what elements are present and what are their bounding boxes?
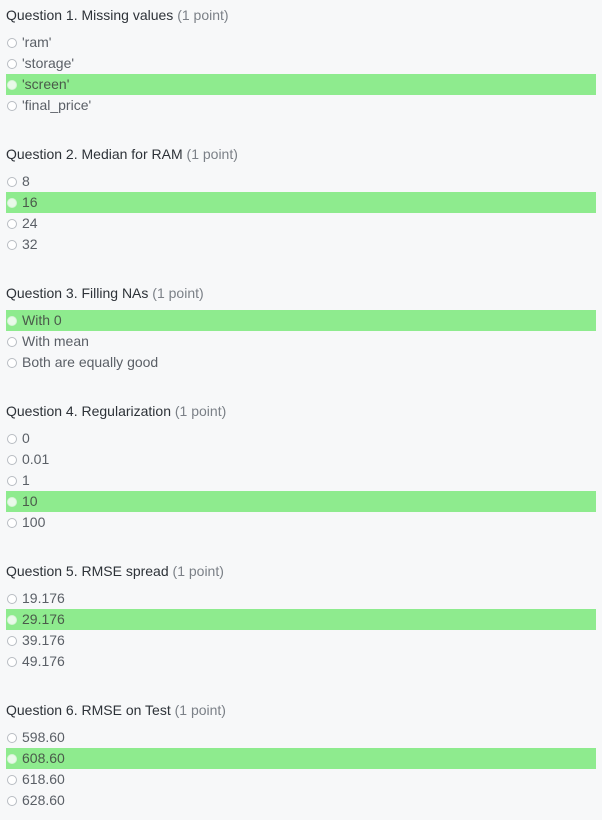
option-both-equally-good[interactable]: Both are equally good (6, 352, 596, 373)
option-label: 0 (22, 430, 30, 446)
radio-button[interactable] (7, 517, 17, 528)
option-598-60[interactable]: 598.60 (6, 727, 596, 748)
option-label: 100 (22, 514, 46, 530)
option-screen[interactable]: 'screen' (6, 74, 596, 95)
option-29-176[interactable]: 29.176 (6, 609, 596, 630)
option-with-mean[interactable]: With mean (6, 331, 596, 352)
question-points: (1 point) (174, 403, 227, 419)
option-label: 32 (22, 236, 38, 252)
option-628-60[interactable]: 628.60 (6, 790, 596, 811)
option-32[interactable]: 32 (6, 234, 596, 255)
radio-button[interactable] (7, 58, 17, 69)
option-10[interactable]: 10 (6, 491, 596, 512)
option-ram[interactable]: 'ram' (6, 32, 596, 53)
option-label: 1 (22, 472, 30, 488)
radio-button[interactable] (7, 315, 17, 326)
option-24[interactable]: 24 (6, 213, 596, 234)
question-points: (1 point) (177, 7, 229, 23)
radio-button[interactable] (7, 774, 17, 785)
option-storage[interactable]: 'storage' (6, 53, 596, 74)
radio-button[interactable] (7, 79, 17, 90)
radio-button[interactable] (7, 218, 17, 229)
question-title: Question 4. Regularization (1 point) (6, 401, 226, 421)
option-label: 10 (22, 493, 38, 509)
radio-button[interactable] (7, 753, 17, 764)
option-618-60[interactable]: 618.60 (6, 769, 596, 790)
question-points: (1 point) (186, 146, 238, 162)
option-0-01[interactable]: 0.01 (6, 449, 596, 470)
option-label: With mean (22, 333, 89, 349)
option-label: 0.01 (22, 451, 50, 467)
option-39-176[interactable]: 39.176 (6, 630, 596, 651)
option-label: 628.60 (22, 792, 65, 808)
radio-button[interactable] (7, 37, 17, 48)
radio-button[interactable] (7, 732, 17, 743)
option-label: 16 (22, 194, 38, 210)
question-title: Question 1. Missing values (1 point) (6, 5, 229, 25)
radio-button[interactable] (7, 635, 17, 646)
option-label: 29.176 (22, 611, 65, 627)
radio-button[interactable] (7, 656, 17, 667)
radio-button[interactable] (7, 239, 17, 250)
option-0[interactable]: 0 (6, 428, 596, 449)
question-title-text: Question 5. RMSE spread (6, 563, 169, 579)
option-16[interactable]: 16 (6, 192, 596, 213)
option-608-60[interactable]: 608.60 (6, 748, 596, 769)
question-title-text: Question 1. Missing values (6, 7, 174, 23)
option-label: 'final_price' (22, 97, 92, 113)
radio-button[interactable] (7, 593, 17, 604)
option-label: 19.176 (22, 590, 65, 606)
radio-button[interactable] (7, 357, 17, 368)
radio-button[interactable] (7, 475, 17, 486)
option-label: 'storage' (22, 55, 75, 71)
radio-button[interactable] (7, 336, 17, 347)
question-title-text: Question 4. Regularization (6, 403, 171, 419)
option-19-176[interactable]: 19.176 (6, 588, 596, 609)
question-title-text: Question 6. RMSE on Test (6, 702, 171, 718)
option-100[interactable]: 100 (6, 512, 596, 533)
option-1[interactable]: 1 (6, 470, 596, 491)
question-title: Question 2. Median for RAM (1 point) (6, 144, 238, 164)
option-label: 598.60 (22, 729, 65, 745)
option-8[interactable]: 8 (6, 171, 596, 192)
option-label: 39.176 (22, 632, 65, 648)
option-49-176[interactable]: 49.176 (6, 651, 596, 672)
option-final-price[interactable]: 'final_price' (6, 95, 596, 116)
option-label: 'ram' (22, 34, 52, 50)
question-points: (1 point) (152, 285, 204, 301)
question-title: Question 6. RMSE on Test (1 point) (6, 700, 226, 720)
radio-button[interactable] (7, 100, 17, 111)
question-title-text: Question 2. Median for RAM (6, 146, 183, 162)
radio-button[interactable] (7, 197, 17, 208)
radio-button[interactable] (7, 795, 17, 806)
option-label: Both are equally good (22, 354, 159, 370)
question-title: Question 5. RMSE spread (1 point) (6, 561, 224, 581)
question-points: (1 point) (174, 702, 226, 718)
radio-button[interactable] (7, 614, 17, 625)
option-label: 8 (22, 173, 30, 189)
option-label: 618.60 (22, 771, 65, 787)
option-with-0[interactable]: With 0 (6, 310, 596, 331)
option-label: 49.176 (22, 653, 65, 669)
option-label: 608.60 (22, 750, 65, 766)
radio-button[interactable] (7, 176, 17, 187)
question-title-text: Question 3. Filling NAs (6, 285, 149, 301)
question-title: Question 3. Filling NAs (1 point) (6, 283, 204, 303)
question-points: (1 point) (172, 563, 224, 579)
option-label: 24 (22, 215, 38, 231)
option-label: 'screen' (22, 76, 70, 92)
radio-button[interactable] (7, 433, 17, 444)
option-label: With 0 (22, 312, 62, 328)
radio-button[interactable] (7, 454, 17, 465)
radio-button[interactable] (7, 496, 17, 507)
